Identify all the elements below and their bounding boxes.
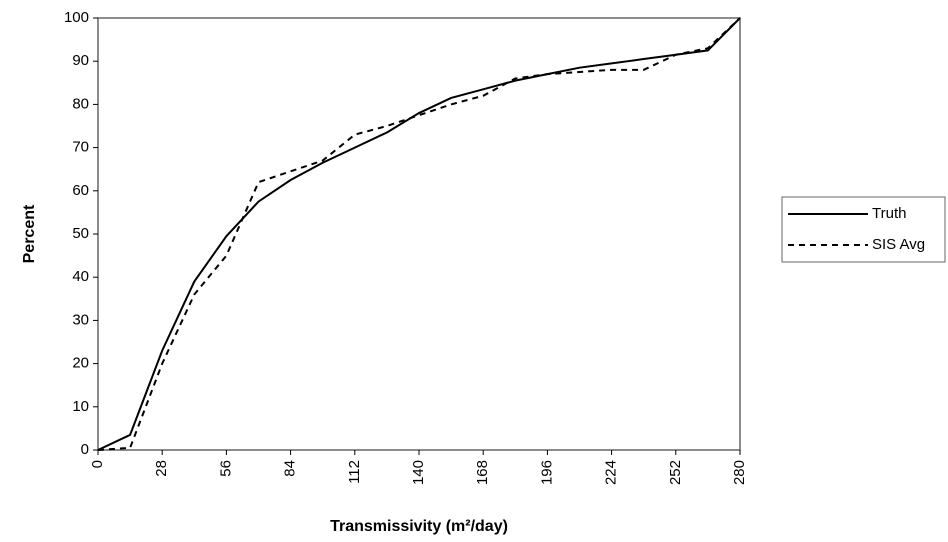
y-tick-label: 80 [72,95,89,112]
y-tick-label: 70 [72,139,89,156]
y-tick-label: 50 [72,225,89,242]
y-tick-label: 90 [72,52,89,69]
legend-label: SIS Avg [872,236,925,253]
x-tick-label: 224 [603,460,620,485]
x-axis-label: Transmissivity (m²/day) [330,518,508,535]
series-line [97,17,741,451]
x-tick-label: 112 [346,460,363,484]
x-tick-label: 280 [731,460,748,485]
y-tick-label: 30 [72,311,89,328]
y-tick-label: 0 [81,441,89,458]
y-tick-label: 40 [72,268,89,285]
x-tick-label: 28 [153,460,170,477]
x-tick-label: 56 [217,460,234,477]
y-tick-label: 10 [72,398,89,415]
x-tick-label: 0 [89,460,106,468]
y-axis-label: Percent [21,204,38,263]
y-tick-label: 100 [64,9,89,26]
x-tick-label: 252 [667,460,684,485]
y-tick-label: 60 [72,182,89,199]
x-tick-label: 168 [474,460,491,485]
x-tick-label: 196 [538,460,555,485]
y-tick-label: 20 [72,355,89,372]
legend [781,196,946,263]
x-tick-label: 84 [282,460,299,477]
legend-label: Truth [872,205,906,222]
plot-area [97,17,741,451]
series-line [97,17,741,451]
x-tick-label: 140 [410,460,427,485]
